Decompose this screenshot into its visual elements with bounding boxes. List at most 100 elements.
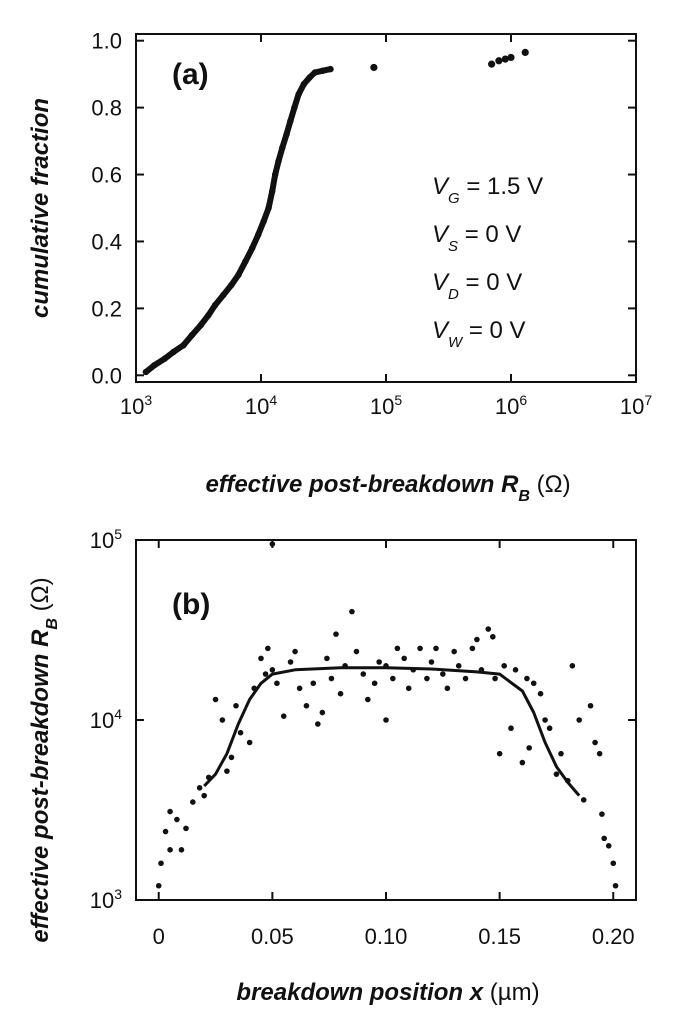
panel-b-xtick-label: 0 [153,924,165,949]
panel-a-curve-point [235,271,242,279]
panel-a-curve-line [142,66,334,375]
panel-b-data-point [205,774,212,781]
panel-b-data-point [237,729,244,736]
panel-b-data-point [353,648,360,655]
panel-b-data-point [383,717,389,723]
panel-b-data-point [383,663,389,669]
panel-b-data-point [596,750,603,757]
panel-b-data-point [246,739,253,746]
panel-b-data-point [287,659,294,665]
panel-a-ytick-label: 0.8 [91,96,122,121]
panel-a-data-point [507,53,515,62]
panel-b-data-point [526,745,532,751]
panel-a-xtick-label: 103 [120,392,152,419]
panel-a-annotation: VG = 1.5 V [432,173,543,207]
panel-b-data-point [315,721,321,727]
panel-b-data-point [530,680,537,687]
panel-a-curve-point [265,204,272,212]
panel-b-data-point [501,663,507,669]
panel-a-points [370,48,529,72]
panel-b-data-point [537,690,544,697]
panel-b-data-point [258,655,264,662]
panel-a-ytick-label: 1.0 [91,29,122,54]
panel-b-data-point [492,675,498,682]
panel-a-curve-point [291,104,298,111]
panel-b-data-point [428,659,435,665]
panel-b-data-point [558,750,564,757]
panel-a-curve-point [142,368,150,376]
panel-b-data-point [490,633,496,640]
panel-b-data-point [167,847,173,853]
panel-b-data-point [455,663,462,669]
panel-a-label: (a) [172,58,209,91]
panel-a-xlabel: effective post-breakdown RB (Ω) [205,471,570,505]
panel-b-data-point [303,702,310,709]
panel-a-ytick-label: 0.0 [91,363,122,388]
panel-b-data-point [292,648,298,655]
panel-a-data-point [501,55,509,63]
panel-b-ytick-label: 105 [90,526,122,553]
panel-b-data-point [349,608,355,615]
panel-b-data-point [519,759,526,766]
panel-b-data-point [576,717,582,723]
panel-a-curve-point [306,74,313,81]
panel-a-curve-point [220,291,227,299]
panel-b-data-point [224,768,230,774]
panel-b-data-point [524,675,530,682]
panel-b-data-point [274,680,280,687]
panel-b-points [155,541,619,889]
panel-b-data-point [478,667,485,673]
panel-b-data-point [183,825,189,832]
panel-b-data-point [444,685,451,692]
panel-a-curve-point [151,362,158,369]
panel-b-data-point [190,799,196,805]
panel-a-data-point [521,48,529,57]
panel-b-data-point [601,835,607,842]
panel-b-data-point [162,828,169,835]
panel-a-curve-point [272,171,279,178]
panel-b-data-point [212,696,219,703]
panel-b-data-point [587,702,594,709]
panel-b-ylabel: effective post-breakdown RB (Ω) [27,577,61,942]
panel-b-data-point [376,659,382,665]
panel-b-data-point [296,685,303,692]
panel-a-data-point [488,60,496,68]
panel-b-data-point [599,811,605,817]
panel-b-label: (b) [172,588,210,621]
panel-a-curve-point [327,65,334,73]
panel-b-data-point [219,717,226,723]
panel-b-data-point [401,655,407,662]
panel-b-data-point [333,631,339,637]
panel-a-ytick-label: 0.6 [91,163,122,188]
panel-a-xtick-label: 105 [370,392,402,419]
panel-b-data-point [512,667,519,673]
panel-b-data-point [462,675,469,682]
panel-a-curve-point [161,355,169,362]
panel-b-data-point [371,680,378,687]
panel-b-ytick-label: 104 [90,706,122,733]
panel-a-xtick-label: 104 [245,392,277,419]
panel-a-curve-point [295,91,302,98]
panel-a-annotation: VD = 0 V [432,269,522,303]
panel-b-ticks: 0 0.05 0.10 0.15 0.20 103 104 105 [90,526,636,949]
panel-b-data-point [485,626,492,632]
panel-b-data-point [508,725,514,732]
panel-a-curve-point [197,321,205,329]
panel-a-data-point [495,57,503,65]
panel-b-data-point [269,541,276,547]
panel-b-data-point [262,671,269,677]
panel-a-curve-point [180,341,187,349]
panel-a-xtick-label: 107 [620,392,652,419]
panel-b-data-point [569,663,576,669]
panel-a-curve-point [228,281,235,289]
panel-a-curve-point [188,331,196,339]
panel-b-data-point [155,882,162,889]
panel-b-data-point [310,680,317,687]
panel-b-data-point [174,816,180,823]
panel-b-data-point [469,645,476,652]
panel-a-frame [135,33,637,383]
panel-b-data-point [233,702,239,709]
panel-b-fit-line [203,666,581,797]
panel-b-data-point [324,655,330,662]
